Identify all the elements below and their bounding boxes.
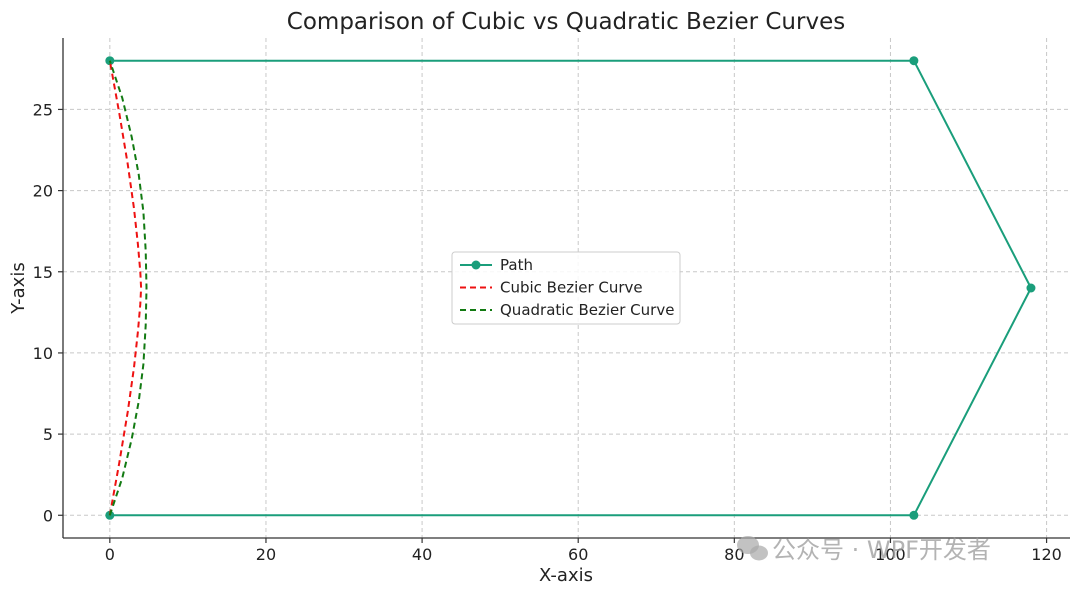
legend-marker-path [471,260,481,270]
x-tick-label: 40 [412,545,432,564]
x-tick-label: 60 [568,545,588,564]
x-axis-title: X-axis [539,565,593,586]
y-tick-label: 10 [33,344,53,363]
x-tick-label: 100 [875,545,906,564]
chart-title: Comparison of Cubic vs Quadratic Bezier … [287,9,845,35]
legend: Path Cubic Bezier Curve Quadratic Bezier C… [451,251,681,325]
x-tick-label: 0 [105,545,115,564]
path-point [909,510,919,520]
legend-label-quadratic-bezier-curve: Quadratic Bezier Curve [500,301,674,319]
quadratic-bezier-curve-line [108,60,148,516]
y-axis-title: Y-axis [8,262,29,314]
series-layer [105,56,1036,520]
legend-label-cubic-bezier-curve: Cubic Bezier Curve [500,279,643,297]
y-tick-label: 15 [33,263,53,282]
wechat-icon [737,536,768,561]
x-tick-label: 20 [256,545,276,564]
x-tick-label: 120 [1031,545,1062,564]
legend-box [451,251,681,325]
cubic-bezier-curve-line [108,60,143,516]
axes-layer [62,38,1070,539]
path-point [1026,283,1036,293]
y-tick-label: 25 [33,100,53,119]
path-point [909,56,919,66]
y-tick-label: 20 [33,182,53,201]
legend-label-path: Path [500,256,533,274]
watermark: 公众号 · WPF开发者 [737,536,991,564]
y-tick-label: 0 [43,506,53,525]
grid-layer [63,38,1070,538]
watermark-text: 公众号 · WPF开发者 [772,536,991,564]
y-tick-label: 5 [43,425,53,444]
